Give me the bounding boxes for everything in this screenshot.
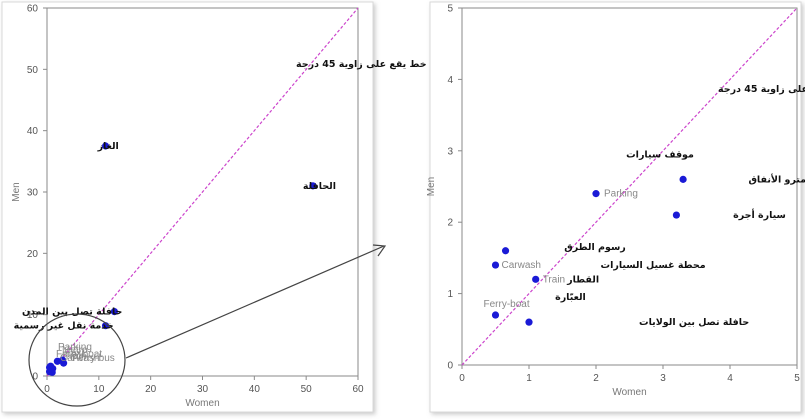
annotation-label: حافلة تصل بين الولايات — [639, 317, 749, 328]
point-label: Ferry-boat — [484, 299, 530, 310]
x-tick-label: 2 — [593, 373, 599, 384]
data-point — [59, 359, 68, 367]
annotation-label: مترو الأنفاق — [748, 173, 805, 185]
annotation-label: محطة غسيل السيارات — [601, 260, 706, 271]
data-point — [525, 318, 533, 326]
y-tick-label: 3 — [447, 146, 453, 157]
data-point — [48, 368, 56, 376]
x-tick-label: 30 — [197, 384, 209, 395]
y-tick-label: 4 — [447, 75, 453, 86]
reference-line-label: خط يقع على زاوية 45 درجة — [296, 59, 427, 70]
annotation-label: رسوم الطرق — [564, 242, 626, 253]
x-tick-label: 20 — [145, 384, 157, 395]
left-scatter-chart: 0 10 20 30 40 50 60 0 10 20 30 40 50 60 Women Men خط يقع… — [11, 4, 427, 410]
data-point — [110, 308, 118, 316]
data-point — [679, 175, 687, 183]
cluster-label: Carwash — [60, 353, 99, 364]
x-tick-label: 5 — [794, 373, 800, 384]
x-tick-label: 0 — [44, 384, 50, 395]
y-tick-label: 0 — [447, 361, 453, 372]
data-point — [501, 247, 510, 255]
y-tick-label: 0 — [32, 372, 38, 383]
y-tick-label: 1 — [447, 289, 453, 300]
x-tick-label: 10 — [93, 384, 105, 395]
annotation-label: العبّارة — [555, 292, 586, 303]
point-label: Parking — [604, 189, 638, 200]
y-tick-label: 10 — [27, 310, 39, 321]
annotation-label: الغاز — [97, 141, 119, 152]
x-axis-title: Women — [612, 387, 646, 398]
x-tick-label: 1 — [526, 373, 532, 384]
point-label: Carwash — [502, 260, 541, 271]
data-point — [491, 311, 500, 319]
x-tick-label: 40 — [249, 384, 261, 395]
y-tick-label: 60 — [27, 4, 39, 15]
y-axis-title: Men — [11, 182, 22, 201]
y-tick-label: 30 — [27, 188, 39, 199]
x-tick-label: 4 — [727, 373, 733, 384]
cluster-label: Ferry-boat — [56, 349, 102, 360]
cluster-label: Taxi — [66, 348, 84, 359]
y-tick-label: 5 — [447, 4, 453, 15]
annotation-label: الحافلة — [303, 181, 336, 192]
x-tick-label: 60 — [352, 384, 364, 395]
reference-line-45deg — [46, 7, 359, 377]
cluster-label: Train — [64, 351, 86, 362]
right-zoom-scatter-chart: 0 1 2 3 4 5 0 1 2 3 4 5 Women Men خط يقع على زاوية 45 … — [426, 4, 805, 399]
zoom-callout-ellipse — [28, 313, 126, 407]
point-label: Train — [543, 274, 565, 285]
annotation-label: حافلة تصل بين المدن — [22, 307, 122, 318]
annotation-label: القطار — [566, 274, 599, 285]
data-point — [309, 182, 317, 190]
data-point — [101, 142, 110, 150]
x-tick-label: 3 — [660, 373, 666, 384]
reference-line-label: خط يقع على زاوية 45 درجة — [718, 84, 805, 95]
data-point — [592, 190, 600, 198]
data-point — [672, 211, 681, 219]
zoom-callout-arrow — [125, 245, 385, 359]
annotation-label: موقف سيارات — [626, 149, 694, 160]
x-tick-label: 0 — [459, 373, 465, 384]
x-tick-label: 50 — [301, 384, 313, 395]
y-tick-label: 40 — [27, 126, 39, 137]
annotation-label: سيارة أجرة — [733, 208, 786, 221]
zoom-callout-arrowhead — [372, 244, 387, 257]
data-point — [53, 357, 61, 365]
y-tick-label: 50 — [27, 65, 39, 76]
reference-line-45deg — [461, 7, 798, 366]
cluster-label: Parking — [58, 342, 92, 353]
cluster-label: Metro — [62, 345, 88, 356]
annotation-label: خدمة نقل غير رسمية — [14, 321, 114, 332]
y-tick-label: 2 — [447, 218, 453, 229]
cluster-label: Ferry-bus — [72, 353, 115, 364]
x-axis-title: Women — [185, 398, 219, 409]
y-tick-label: 20 — [27, 249, 39, 260]
y-axis-title: Men — [426, 177, 437, 196]
data-point — [491, 261, 500, 269]
data-point — [532, 275, 540, 283]
